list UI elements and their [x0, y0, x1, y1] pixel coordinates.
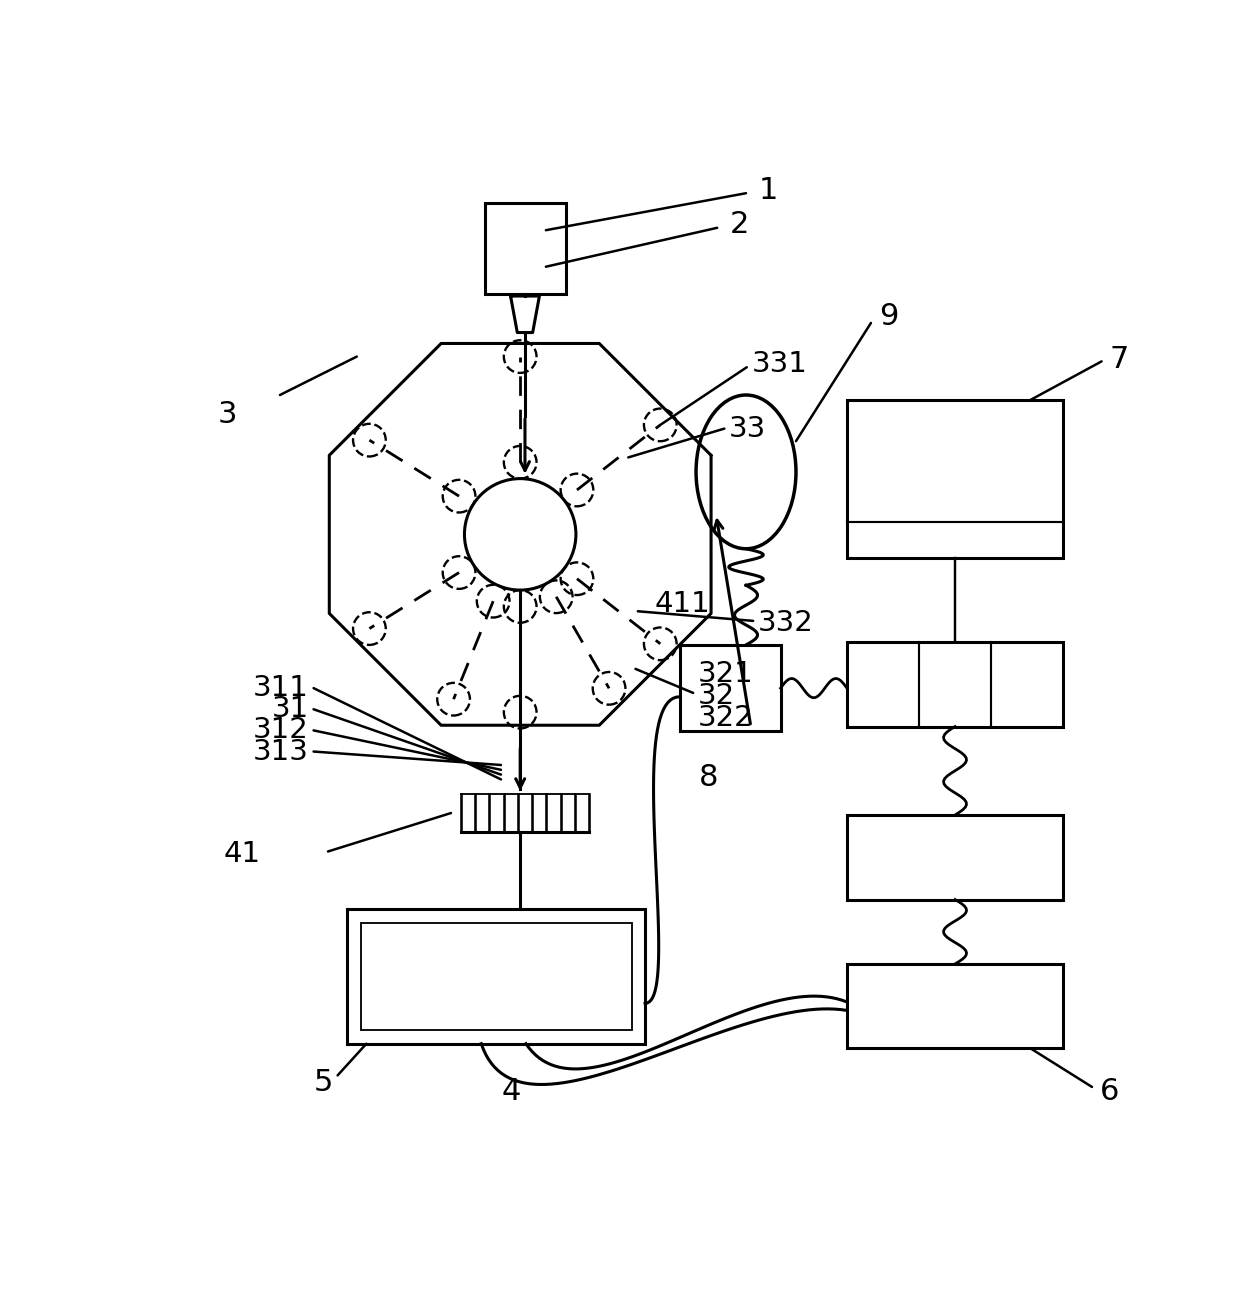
Text: 312: 312: [253, 717, 309, 744]
Text: 6: 6: [1100, 1077, 1118, 1107]
Bar: [485, 202, 567, 294]
Bar: [847, 642, 1063, 727]
Text: 8: 8: [699, 763, 718, 792]
Text: 3: 3: [217, 399, 237, 429]
Text: 7: 7: [1110, 345, 1128, 375]
Text: 332: 332: [758, 609, 813, 636]
Text: 331: 331: [751, 350, 807, 378]
Text: 5: 5: [314, 1068, 332, 1096]
Text: 411: 411: [655, 590, 711, 618]
Bar: [347, 910, 645, 1043]
Bar: [680, 645, 781, 731]
Text: 2: 2: [729, 210, 749, 240]
Text: 322: 322: [698, 704, 754, 732]
Text: 4: 4: [501, 1077, 521, 1107]
Text: 32: 32: [698, 682, 735, 710]
Text: 311: 311: [253, 674, 309, 702]
Text: 33: 33: [729, 415, 766, 443]
Bar: [847, 815, 1063, 899]
Bar: [847, 964, 1063, 1048]
Bar: [361, 923, 631, 1030]
Text: 321: 321: [698, 660, 754, 688]
Bar: [847, 399, 1063, 559]
Text: 313: 313: [253, 737, 309, 766]
Text: 9: 9: [879, 302, 898, 330]
Text: 41: 41: [223, 840, 260, 868]
Text: 31: 31: [272, 695, 309, 723]
Text: 1: 1: [759, 176, 777, 205]
